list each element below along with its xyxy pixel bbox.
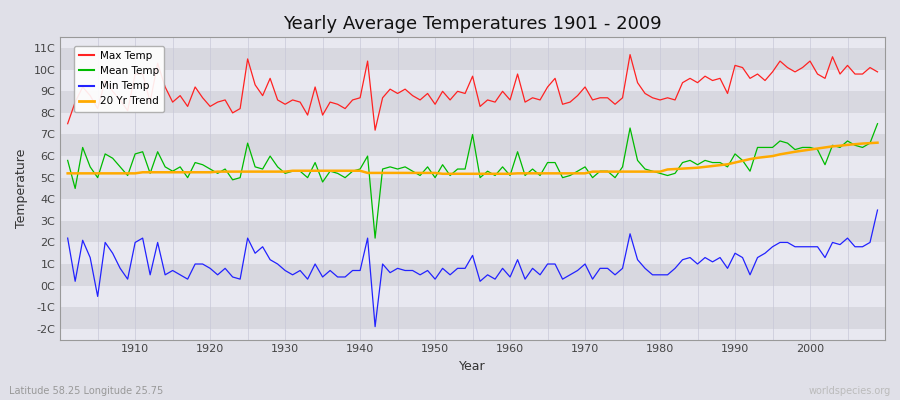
X-axis label: Year: Year [459, 360, 486, 373]
Bar [60, 242, 885, 264]
Bar [60, 70, 885, 91]
Text: Latitude 58.25 Longitude 25.75: Latitude 58.25 Longitude 25.75 [9, 386, 163, 396]
Bar [60, 178, 885, 199]
Bar [60, 91, 885, 113]
Bar [60, 264, 885, 286]
Legend: Max Temp, Mean Temp, Min Temp, 20 Yr Trend: Max Temp, Mean Temp, Min Temp, 20 Yr Tre… [74, 46, 164, 112]
Bar [60, 156, 885, 178]
Bar [60, 286, 885, 307]
Bar [60, 113, 885, 134]
Y-axis label: Temperature: Temperature [15, 149, 28, 228]
Bar [60, 134, 885, 156]
Bar [60, 48, 885, 70]
Title: Yearly Average Temperatures 1901 - 2009: Yearly Average Temperatures 1901 - 2009 [284, 15, 662, 33]
Text: worldspecies.org: worldspecies.org [809, 386, 891, 396]
Bar [60, 199, 885, 221]
Bar [60, 307, 885, 329]
Bar [60, 221, 885, 242]
